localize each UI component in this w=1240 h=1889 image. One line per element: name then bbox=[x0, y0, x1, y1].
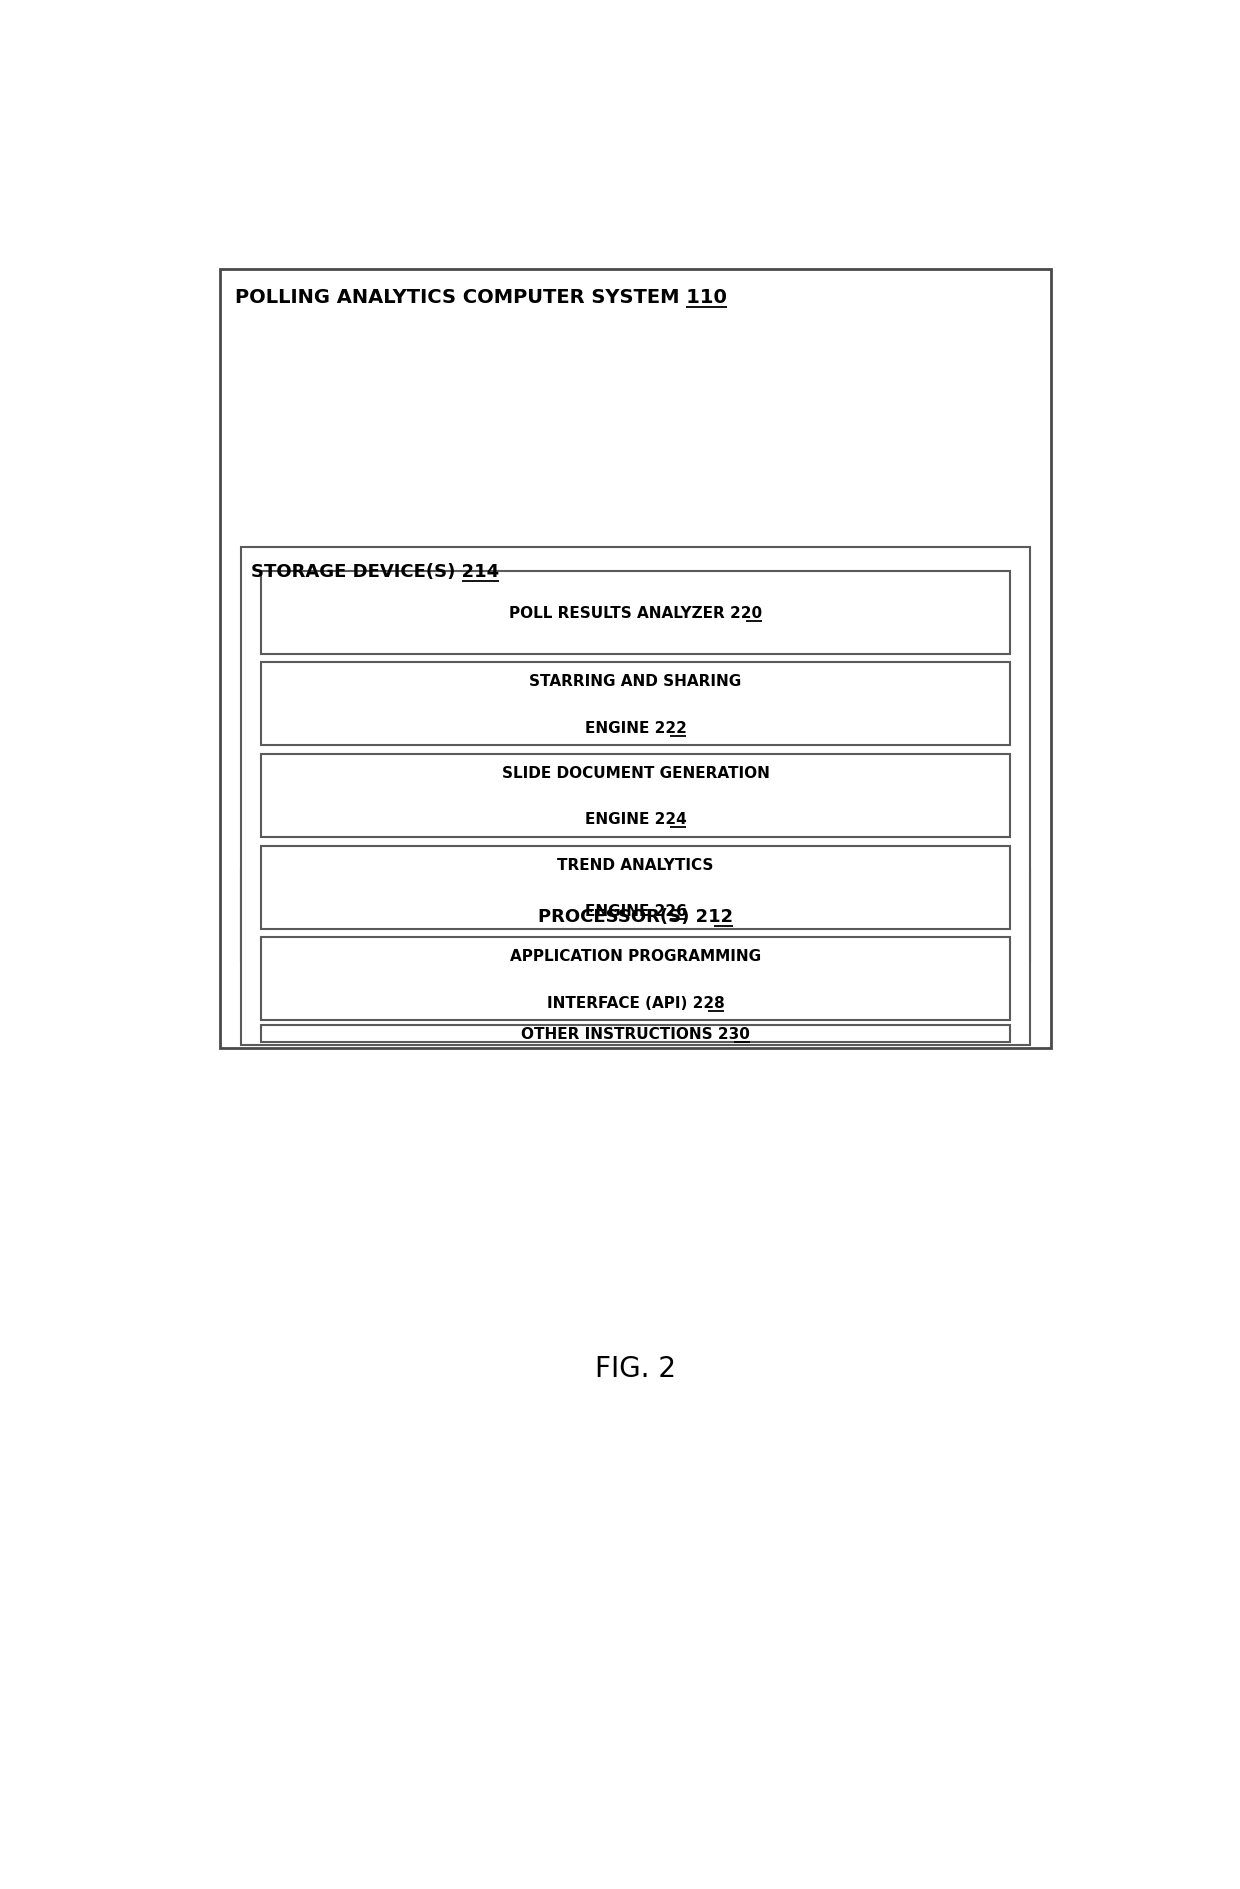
Text: INTERFACE (API) 228: INTERFACE (API) 228 bbox=[547, 996, 724, 1011]
Text: PROCESSOR(S) 212: PROCESSOR(S) 212 bbox=[538, 907, 733, 926]
Text: POLL RESULTS ANALYZER 220: POLL RESULTS ANALYZER 220 bbox=[508, 604, 763, 620]
Bar bbox=[260, 756, 1011, 837]
Text: POLLING ANALYTICS COMPUTER SYSTEM 110: POLLING ANALYTICS COMPUTER SYSTEM 110 bbox=[234, 287, 727, 306]
Text: ENGINE 226: ENGINE 226 bbox=[584, 903, 687, 918]
Text: OTHER INSTRUCTIONS 230: OTHER INSTRUCTIONS 230 bbox=[521, 1026, 750, 1041]
Text: ENGINE 224: ENGINE 224 bbox=[584, 812, 687, 827]
Bar bbox=[221, 270, 1050, 1048]
Bar bbox=[260, 1026, 1011, 1043]
Text: TREND ANALYTICS: TREND ANALYTICS bbox=[557, 858, 714, 873]
Bar bbox=[242, 548, 1029, 1047]
Bar bbox=[242, 871, 1029, 962]
Text: SLIDE DOCUMENT GENERATION: SLIDE DOCUMENT GENERATION bbox=[501, 765, 770, 780]
Text: STORAGE DEVICE(S) 214: STORAGE DEVICE(S) 214 bbox=[250, 563, 500, 580]
Text: ENGINE 222: ENGINE 222 bbox=[584, 720, 687, 735]
Bar bbox=[260, 846, 1011, 929]
Text: APPLICATION PROGRAMMING: APPLICATION PROGRAMMING bbox=[510, 948, 761, 963]
Bar bbox=[260, 663, 1011, 746]
Bar bbox=[260, 570, 1011, 654]
Text: FIG. 2: FIG. 2 bbox=[595, 1354, 676, 1383]
Bar bbox=[260, 939, 1011, 1020]
Text: STARRING AND SHARING: STARRING AND SHARING bbox=[529, 674, 742, 689]
